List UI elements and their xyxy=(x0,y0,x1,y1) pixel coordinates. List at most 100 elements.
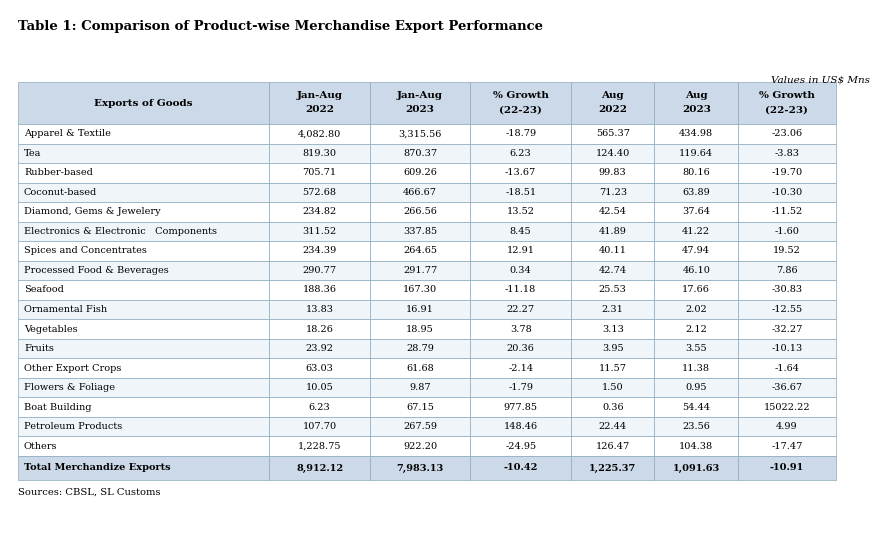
Bar xyxy=(654,241,738,261)
Text: 13.83: 13.83 xyxy=(305,305,334,314)
Text: 12.91: 12.91 xyxy=(507,246,535,255)
Text: Total Merchandize Exports: Total Merchandize Exports xyxy=(24,463,171,472)
Bar xyxy=(18,436,269,456)
Text: 99.83: 99.83 xyxy=(599,168,627,177)
Text: -11.52: -11.52 xyxy=(772,207,803,217)
Bar xyxy=(571,456,654,480)
Bar xyxy=(370,82,471,124)
Bar xyxy=(571,202,654,221)
Bar xyxy=(571,261,654,280)
Bar xyxy=(738,144,836,163)
Bar xyxy=(571,144,654,163)
Bar xyxy=(269,378,370,397)
Text: 565.37: 565.37 xyxy=(596,129,630,138)
Bar xyxy=(571,163,654,183)
Text: 42.54: 42.54 xyxy=(598,207,627,217)
Bar xyxy=(654,436,738,456)
Text: -24.95: -24.95 xyxy=(505,442,536,451)
Bar xyxy=(370,300,471,319)
Bar xyxy=(738,378,836,397)
Bar xyxy=(738,300,836,319)
Text: Electronics & Electronic   Components: Electronics & Electronic Components xyxy=(24,227,217,236)
Text: 291.77: 291.77 xyxy=(403,266,437,275)
Text: 6.23: 6.23 xyxy=(510,149,532,158)
Text: -10.13: -10.13 xyxy=(772,344,803,353)
Text: 609.26: 609.26 xyxy=(404,168,437,177)
Bar xyxy=(571,183,654,202)
Text: 234.82: 234.82 xyxy=(303,207,336,217)
Bar xyxy=(269,417,370,436)
Text: 7.86: 7.86 xyxy=(776,266,797,275)
Bar xyxy=(269,241,370,261)
Text: 25.53: 25.53 xyxy=(599,286,627,294)
Bar xyxy=(471,436,571,456)
Text: -1.60: -1.60 xyxy=(774,227,799,236)
Bar xyxy=(654,202,738,221)
Bar xyxy=(654,183,738,202)
Text: % Growth: % Growth xyxy=(759,91,815,100)
Bar xyxy=(654,378,738,397)
Text: 1,225.37: 1,225.37 xyxy=(589,463,636,472)
Text: 46.10: 46.10 xyxy=(682,266,710,275)
Text: 4,082.80: 4,082.80 xyxy=(298,129,342,138)
Bar xyxy=(571,417,654,436)
Text: Spices and Concentrates: Spices and Concentrates xyxy=(24,246,147,255)
Text: 3.95: 3.95 xyxy=(602,344,624,353)
Bar xyxy=(471,359,571,378)
Bar xyxy=(738,280,836,300)
Text: -10.30: -10.30 xyxy=(772,188,803,197)
Bar xyxy=(18,261,269,280)
Text: 126.47: 126.47 xyxy=(596,442,630,451)
Bar xyxy=(269,124,370,144)
Bar xyxy=(269,82,370,124)
Text: (22-23): (22-23) xyxy=(766,105,808,114)
Text: 63.03: 63.03 xyxy=(305,363,334,373)
Text: Values in US$ Mns: Values in US$ Mns xyxy=(771,75,870,84)
Bar xyxy=(738,261,836,280)
Bar xyxy=(738,319,836,339)
Bar xyxy=(738,82,836,124)
Bar xyxy=(370,183,471,202)
Text: 23.56: 23.56 xyxy=(682,422,710,431)
Bar xyxy=(18,221,269,241)
Text: 167.30: 167.30 xyxy=(403,286,437,294)
Bar xyxy=(571,436,654,456)
Bar xyxy=(738,417,836,436)
Bar xyxy=(571,124,654,144)
Text: Boat Building: Boat Building xyxy=(24,403,91,411)
Bar xyxy=(738,241,836,261)
Bar xyxy=(18,456,269,480)
Text: 2022: 2022 xyxy=(305,105,335,114)
Bar xyxy=(269,339,370,359)
Text: 870.37: 870.37 xyxy=(403,149,437,158)
Bar xyxy=(370,202,471,221)
Bar xyxy=(471,144,571,163)
Text: 267.59: 267.59 xyxy=(404,422,437,431)
Text: 1.50: 1.50 xyxy=(602,383,624,392)
Bar xyxy=(738,359,836,378)
Text: 80.16: 80.16 xyxy=(682,168,710,177)
Text: 977.85: 977.85 xyxy=(504,403,538,411)
Text: 4.99: 4.99 xyxy=(776,422,797,431)
Text: 41.89: 41.89 xyxy=(599,227,627,236)
Bar xyxy=(471,397,571,417)
Text: 234.39: 234.39 xyxy=(303,246,336,255)
Bar xyxy=(571,359,654,378)
Text: -2.14: -2.14 xyxy=(508,363,534,373)
Text: 63.89: 63.89 xyxy=(682,188,710,197)
Bar xyxy=(18,300,269,319)
Bar xyxy=(738,339,836,359)
Text: -36.67: -36.67 xyxy=(772,383,803,392)
Text: 8.45: 8.45 xyxy=(510,227,532,236)
Bar xyxy=(269,261,370,280)
Text: 572.68: 572.68 xyxy=(303,188,336,197)
Bar xyxy=(654,397,738,417)
Text: 18.95: 18.95 xyxy=(406,325,434,334)
Bar xyxy=(370,378,471,397)
Text: 2023: 2023 xyxy=(681,105,711,114)
Text: 20.36: 20.36 xyxy=(507,344,535,353)
Bar xyxy=(269,456,370,480)
Bar xyxy=(370,241,471,261)
Text: 0.95: 0.95 xyxy=(686,383,707,392)
Bar xyxy=(571,319,654,339)
